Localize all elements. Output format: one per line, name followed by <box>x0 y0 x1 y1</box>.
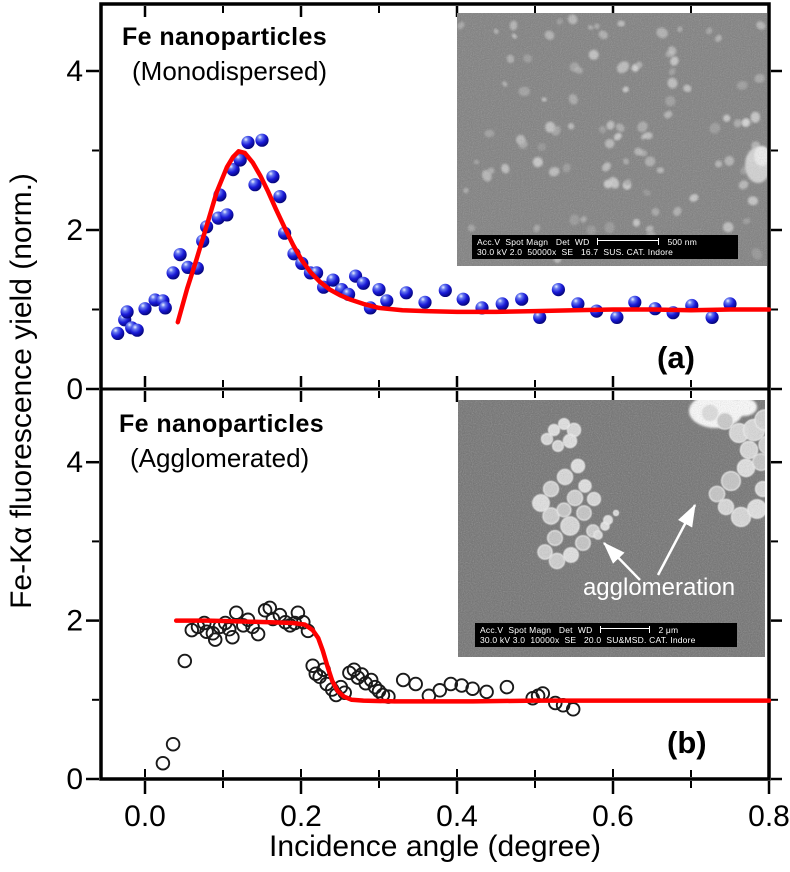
data-point-sphere <box>628 295 642 309</box>
data-point-sphere <box>166 266 180 280</box>
data-point-sphere <box>266 170 280 184</box>
data-point-circle <box>363 672 379 688</box>
data-point-sphere <box>158 301 172 315</box>
data-point-sphere <box>571 297 585 311</box>
y-axis-title: Fe-Kα fluorescence yield (norm.) <box>5 173 38 609</box>
y-tick-label: 4 <box>66 446 83 479</box>
data-point-circle <box>367 679 383 695</box>
x-tick-label: 0.4 <box>436 800 478 833</box>
data-point-sphere <box>418 295 432 309</box>
scale-bar <box>600 626 651 634</box>
x-tick-label: 0.2 <box>280 800 322 833</box>
data-point-sphere <box>255 133 269 147</box>
sem-inset-agglomerated: agglomeration Acc.V Spot Magn Det WD 2 μ… <box>458 400 765 657</box>
data-point-circle <box>479 684 494 700</box>
fit-curve-b <box>173 618 772 704</box>
data-point-sphere <box>233 153 247 167</box>
data-point-sphere <box>380 294 394 308</box>
data-point-circle <box>432 683 448 698</box>
data-point-circle <box>565 702 581 717</box>
data-point-sphere <box>551 283 566 297</box>
data-point-sphere <box>495 297 509 311</box>
data-point-circle <box>225 629 240 645</box>
sem-image-monodispersed <box>457 13 767 266</box>
data-point-circle <box>199 624 214 639</box>
data-point-circle <box>207 632 223 647</box>
agglomeration-arrow <box>603 542 641 581</box>
data-point-circle <box>408 676 423 692</box>
data-point-circle <box>155 755 171 771</box>
sem-caption-bar: Acc.V Spot Magn Det WD 2 μm 30.0 kV 3.0 … <box>475 623 737 647</box>
sem-noise <box>458 400 765 657</box>
data-point-sphere <box>372 283 386 297</box>
data-point-sphere <box>723 297 737 311</box>
sem-caption-line1: Acc.V Spot Magn Det WD <box>477 236 590 247</box>
panel-a-label: (a) <box>657 340 695 375</box>
panel-b-subtitle: (Agglomerated) <box>130 443 310 473</box>
fit-curve-a <box>175 149 772 325</box>
sem-caption-bar: Acc.V Spot Magn Det WD 500 nm 30.0 kV 2.… <box>472 235 738 259</box>
data-point-sphere <box>610 310 624 324</box>
data-point-sphere <box>515 292 529 306</box>
sem-caption-line2: 30.0 kV 3.0 10000x SE 20.0 SU&MSD. CAT. … <box>480 635 696 645</box>
x-axis-title: Incidence angle (degree) <box>269 830 601 863</box>
y-tick-label: 2 <box>66 214 83 247</box>
data-point-sphere <box>273 190 287 204</box>
data-point-circle <box>395 672 411 688</box>
data-point-sphere <box>326 273 340 287</box>
panel-a-title: Fe nanoparticles <box>122 23 328 51</box>
x-tick-label: 0.0 <box>124 800 166 833</box>
scale-label: 2 μm <box>658 624 679 635</box>
data-point-sphere <box>220 208 234 222</box>
agglomeration-label: agglomeration <box>582 574 736 601</box>
data-point-circle <box>308 666 324 681</box>
data-point-circle <box>177 653 193 669</box>
data-point-sphere <box>138 302 152 316</box>
sem-caption-line2: 30.0 kV 2.0 50000x SE 16.7 SUS. CAT. Ind… <box>477 247 674 257</box>
x-tick-label: 0.8 <box>748 800 790 833</box>
panel-a-subtitle: (Monodispersed) <box>132 56 328 86</box>
data-point-sphere <box>248 178 262 192</box>
x-tick-label: 0.6 <box>592 800 634 833</box>
data-point-sphere <box>456 292 470 306</box>
data-point-sphere <box>356 276 370 290</box>
data-point-sphere <box>438 283 452 297</box>
data-point-circle <box>346 662 362 677</box>
scale-label: 500 nm <box>667 236 697 247</box>
data-point-circle <box>250 626 266 642</box>
data-point-sphere <box>705 310 719 324</box>
data-point-circle <box>535 686 551 701</box>
data-point-circle <box>499 679 515 695</box>
sem-inset-monodispersed: Acc.V Spot Magn Det WD 500 nm 30.0 kV 2.… <box>457 13 767 266</box>
data-point-sphere <box>533 310 547 324</box>
data-point-sphere <box>120 305 134 319</box>
data-point-circle <box>229 605 244 620</box>
data-point-circle <box>197 615 212 631</box>
sem-image-agglomerated <box>458 400 765 657</box>
scale-bar <box>597 238 660 246</box>
y-tick-label: 4 <box>66 55 83 88</box>
data-point-sphere <box>241 135 255 150</box>
y-tick-label: 0 <box>66 763 83 796</box>
data-point-circle <box>548 695 563 711</box>
data-point-circle <box>165 736 181 752</box>
data-point-circle <box>465 681 480 696</box>
y-tick-label: 0 <box>66 373 83 406</box>
y-tick-label: 2 <box>66 605 83 638</box>
data-point-sphere <box>130 323 144 337</box>
panel-b-label: (b) <box>667 725 707 760</box>
sem-noise <box>457 13 767 266</box>
data-point-sphere <box>399 286 413 300</box>
agglomeration-arrow <box>656 503 697 576</box>
data-point-sphere <box>173 248 187 262</box>
data-point-circle <box>443 676 459 692</box>
panel-b-title: Fe nanoparticles <box>119 410 325 438</box>
data-point-sphere <box>111 326 125 340</box>
sem-caption-line1: Acc.V Spot Magn Det WD <box>480 624 593 635</box>
